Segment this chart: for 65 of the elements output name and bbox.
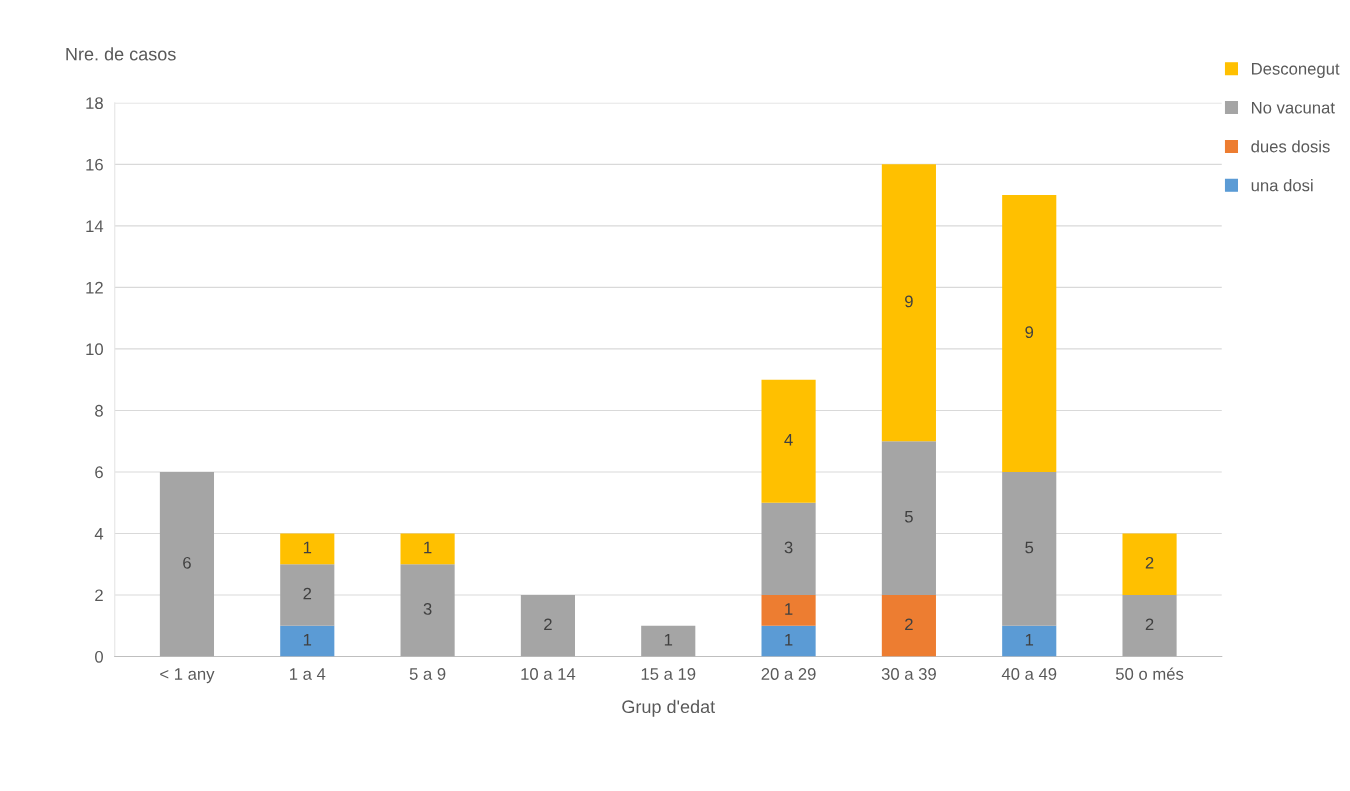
bar: [400, 533, 455, 565]
data-label: 3: [423, 603, 432, 615]
legend-label: No vacunat: [1252, 101, 1335, 114]
y-tick-label: 16: [86, 158, 103, 171]
y-tick-label: 10: [86, 343, 103, 356]
y-tick-label: 18: [86, 97, 103, 110]
data-label: 2: [905, 618, 913, 631]
x-tick-label: < 1 any: [160, 668, 215, 684]
data-label: 6: [183, 556, 191, 569]
x-axis-title: Grup d'edat: [622, 699, 716, 717]
x-tick-label: 1 a 4: [290, 668, 326, 680]
y-tick-label: 0: [95, 650, 103, 663]
bar: [280, 564, 335, 626]
y-tick-label: 12: [86, 281, 103, 294]
x-tick-label: 40 a 49: [1001, 668, 1057, 680]
y-axis-title: Nre. de casos: [66, 47, 176, 61]
data-label: 1: [785, 633, 793, 646]
data-label: 5: [904, 510, 913, 523]
bar: [761, 625, 816, 657]
bar: [1122, 533, 1177, 596]
y-tick-label: 2: [95, 589, 103, 602]
data-label: 1: [303, 633, 312, 646]
bar: [641, 625, 696, 657]
bar: [159, 471, 215, 657]
bar: [1002, 625, 1057, 657]
bar: [520, 595, 575, 657]
bar: [881, 441, 936, 596]
y-tick-label: 14: [86, 220, 104, 232]
data-label: 4: [784, 434, 793, 446]
legend-label: dues dosis: [1251, 140, 1330, 153]
data-label: 3: [784, 541, 793, 554]
data-label: 1: [785, 603, 793, 615]
bar: [761, 595, 816, 626]
data-label: 1: [424, 541, 432, 554]
data-label: 2: [303, 587, 312, 600]
x-tick-label: 30 a 39: [881, 668, 936, 680]
bar: [761, 379, 816, 503]
data-label: 9: [1025, 326, 1034, 339]
legend-label: una dosi: [1251, 179, 1313, 192]
bar: [761, 502, 816, 596]
legend-label: Desconegut: [1252, 63, 1340, 78]
data-label: 1: [1025, 633, 1034, 646]
x-tick-label: 15 a 19: [641, 668, 696, 680]
bar: [1002, 195, 1057, 472]
data-label: 2: [1145, 618, 1154, 631]
bar: [1122, 595, 1177, 657]
x-tick-label: 20 a 29: [761, 668, 816, 680]
bar: [280, 625, 335, 657]
data-label: 1: [303, 541, 312, 554]
y-tick-label: 4: [94, 528, 104, 540]
y-tick-label: 6: [95, 466, 103, 479]
bar: [881, 164, 936, 442]
bar: [400, 564, 455, 657]
x-tick-label: 10 a 14: [521, 668, 576, 680]
data-label: 1: [664, 633, 673, 646]
bar: [1002, 471, 1057, 626]
data-label: 5: [1025, 541, 1034, 554]
bar: [881, 595, 936, 657]
data-label: 9: [905, 295, 913, 308]
x-tick-label: 50 o més: [1115, 667, 1184, 680]
y-tick-label: 8: [95, 404, 103, 417]
bar: [280, 533, 335, 565]
data-label: 2: [1145, 556, 1154, 569]
data-label: 2: [544, 618, 552, 631]
x-tick-label: 5 a 9: [409, 668, 446, 680]
